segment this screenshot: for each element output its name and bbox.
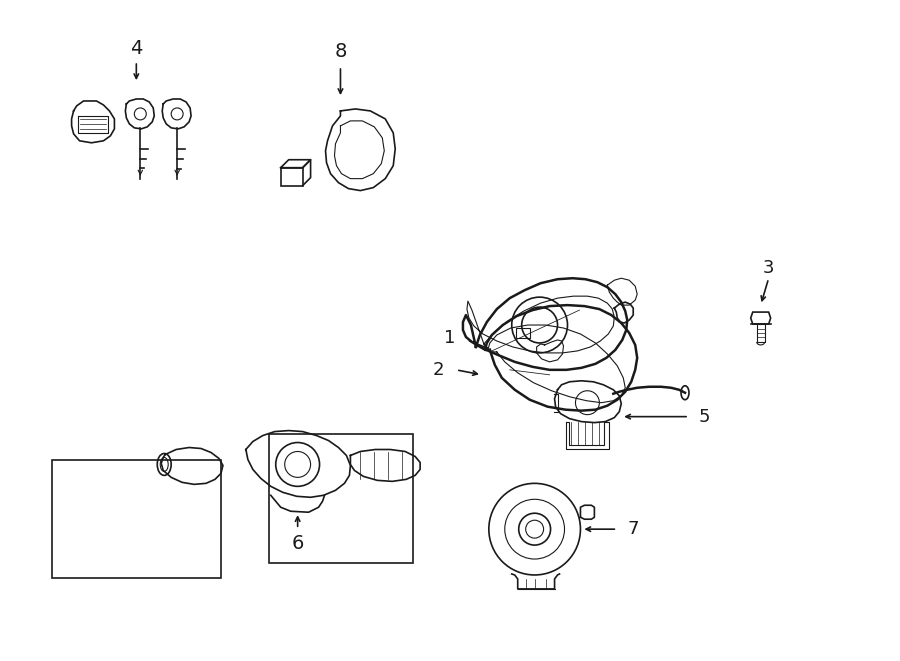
Text: 8: 8	[334, 42, 346, 61]
Bar	[281, 168, 302, 186]
Text: 5: 5	[699, 408, 710, 426]
Text: 7: 7	[627, 520, 639, 538]
Text: 4: 4	[130, 39, 142, 58]
Text: 3: 3	[763, 259, 774, 277]
Text: 2: 2	[433, 361, 444, 379]
Bar	[516, 328, 530, 338]
Bar	[269, 434, 413, 563]
Text: 1: 1	[444, 329, 455, 347]
Text: 6: 6	[292, 533, 304, 553]
Bar	[51, 461, 221, 578]
